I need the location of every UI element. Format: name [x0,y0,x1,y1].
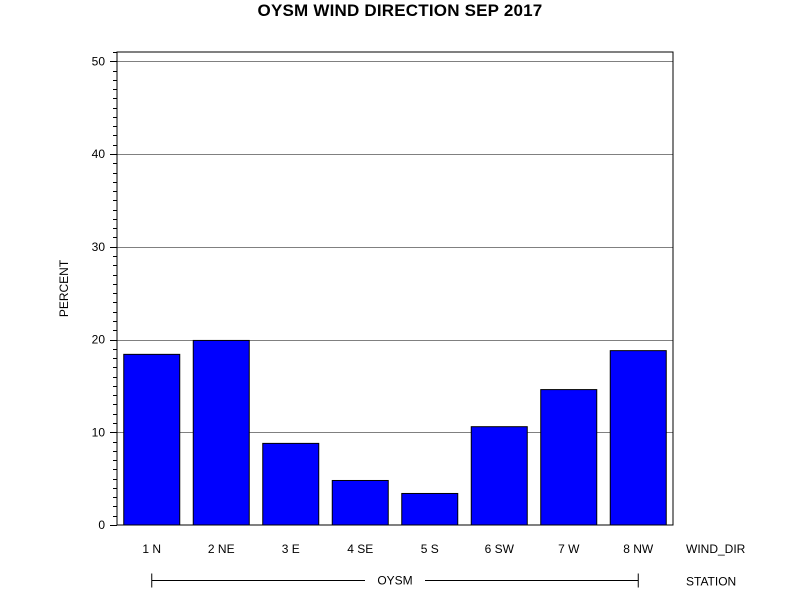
bar [609,350,667,526]
bar [331,479,389,526]
x-tick-label: 8 NW [623,542,654,556]
y-axis-label: PERCENT [57,259,71,317]
bar [470,426,528,526]
bar [192,339,250,526]
x-tick-label: 7 W [558,542,580,556]
bars [123,339,667,526]
x-tick-label: 6 SW [485,542,515,556]
x-tick-label: 5 S [421,542,439,556]
y-tick-label: 20 [92,333,106,347]
x-tick-label: 3 E [282,542,300,556]
bar [123,353,181,526]
y-tick-label: 30 [92,240,106,254]
station-value: OYSM [377,574,412,588]
y-tick-label: 0 [98,518,105,532]
plot-frame [116,51,674,526]
x-tick-label: 1 N [142,542,161,556]
x-tick-label: 4 SE [347,542,373,556]
y-axis: 0 10 20 30 40 50 [92,52,117,532]
y-tick-label: 50 [92,54,106,68]
x-axis: 1 N 2 NE 3 E 4 SE 5 S 6 SW 7 W 8 NW [142,542,654,556]
y-tick-label: 10 [92,425,106,439]
station-label: STATION [686,575,736,589]
station-group-axis: OYSM STATION [151,573,736,589]
chart-title: OYSM WIND DIRECTION SEP 2017 [257,1,543,20]
bar [401,492,459,526]
bar [540,389,598,526]
x-axis-label: WIND_DIR [686,542,746,556]
x-tick-label: 2 NE [208,542,235,556]
bar [262,442,320,526]
y-tick-label: 40 [92,147,106,161]
